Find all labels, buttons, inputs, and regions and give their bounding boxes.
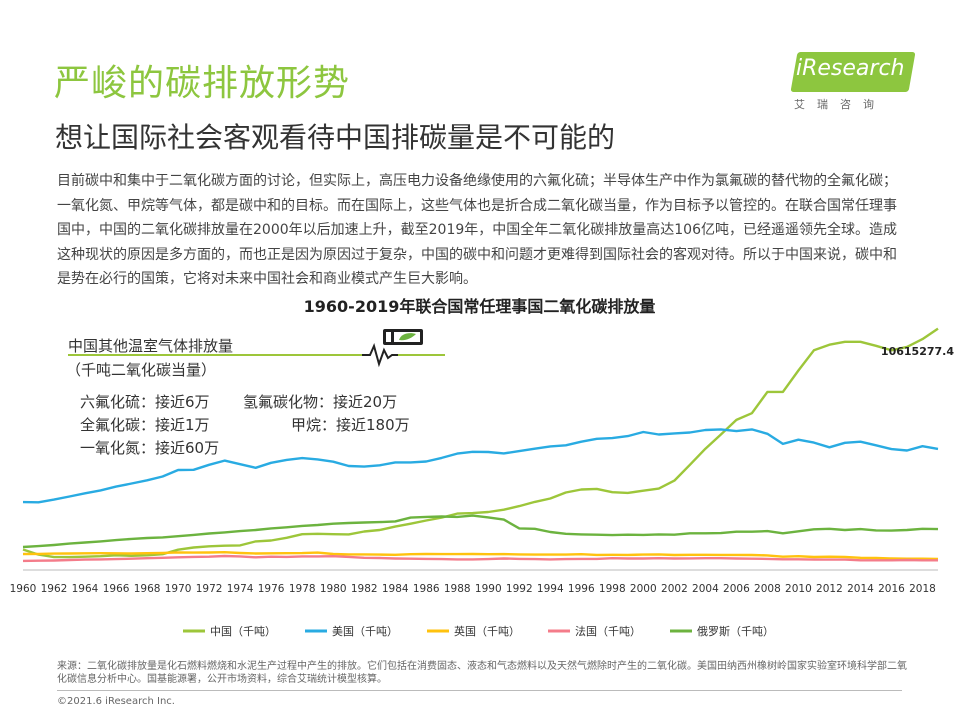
x-tick-label: 1974	[227, 583, 254, 595]
gas-hfc: 氢氟碳化物：接近20万	[243, 393, 398, 411]
x-tick-label: 2000	[630, 583, 657, 595]
x-tick-label: 2006	[723, 583, 750, 595]
other-gases-title: 中国其他温室气体排放量	[68, 337, 234, 355]
x-tick-label: 2014	[847, 583, 874, 595]
battery-leaf-icon	[383, 329, 423, 345]
x-tick-label: 1986	[413, 583, 440, 595]
x-tick-label: 1992	[506, 583, 533, 595]
series-line-3	[22, 554, 938, 563]
x-tick-label: 2018	[909, 583, 936, 595]
x-tick-label: 1968	[134, 583, 161, 595]
other-gases-unit: （千吨二氧化碳当量）	[66, 361, 217, 379]
x-tick-label: 1976	[258, 583, 285, 595]
chart-title: 1960-2019年联合国常任理事国二氧化碳排放量	[303, 297, 656, 316]
x-tick-label: 1972	[196, 583, 223, 595]
logo-cn: 艾瑞咨询	[794, 98, 886, 111]
x-tick-label: 2008	[754, 583, 781, 595]
gas-pfc: 全氟化碳：接近1万	[80, 416, 210, 434]
x-tick-label: 2012	[816, 583, 843, 595]
x-tick-label: 1996	[568, 583, 595, 595]
x-tick-label: 1978	[289, 583, 316, 595]
x-tick-label: 1962	[41, 583, 68, 595]
x-tick-label: 1982	[351, 583, 378, 595]
legend-label: 英国（千吨）	[454, 624, 520, 638]
logo-word: iResearch	[796, 56, 905, 81]
x-tick-label: 2002	[661, 583, 688, 595]
x-tick-label: 1970	[165, 583, 192, 595]
iresearch-logo: iResearch 艾瑞咨询	[780, 48, 920, 138]
x-tick-label: 2016	[878, 583, 905, 595]
legend-label: 美国（千吨）	[332, 625, 398, 638]
x-tick-label: 2010	[785, 583, 812, 595]
x-tick-label: 1988	[444, 583, 471, 595]
copyright: ©2021.6 iResearch Inc.	[57, 696, 175, 707]
series-line-0	[22, 327, 939, 559]
latest-value-label: 10615277.4	[881, 345, 954, 358]
series-line-2	[22, 551, 939, 561]
legend-label: 法国（千吨）	[575, 624, 641, 638]
legend-label: 中国（千吨）	[210, 625, 276, 638]
x-tick-label: 1990	[475, 583, 502, 595]
x-tick-label: 1964	[72, 583, 99, 595]
x-tick-label: 1960	[10, 583, 37, 595]
x-tick-label: 1994	[537, 583, 564, 595]
x-tick-label: 2004	[692, 583, 719, 595]
series-line-1	[22, 428, 939, 504]
x-tick-label: 1980	[320, 583, 347, 595]
intro-paragraph: 目前碳中和集中于二氧化碳方面的讨论，但实际上，高压电力设备绝缘使用的六氟化硫；半…	[57, 173, 897, 287]
gas-nitrous: 一氧化氮：接近60万	[80, 439, 220, 457]
page-title: 严峻的碳排放形势	[54, 63, 351, 104]
gas-sf6: 六氟化硫：接近6万	[80, 393, 210, 411]
pulse-icon	[362, 343, 398, 368]
x-tick-label: 1998	[599, 583, 626, 595]
x-tick-label: 1984	[382, 583, 409, 595]
source-note: 来源：二氧化碳排放量是化石燃料燃烧和水泥生产过程中产生的排放。它们包括在消费固态…	[57, 661, 907, 685]
legend-label: 俄罗斯（千吨）	[697, 625, 774, 638]
footer-divider	[57, 690, 902, 691]
gas-methane: 甲烷：接近180万	[291, 416, 410, 434]
series-line-4	[22, 514, 939, 549]
x-tick-label: 1966	[103, 583, 130, 595]
page-subtitle: 想让国际社会客观看待中国排碳量是不可能的	[55, 121, 616, 154]
